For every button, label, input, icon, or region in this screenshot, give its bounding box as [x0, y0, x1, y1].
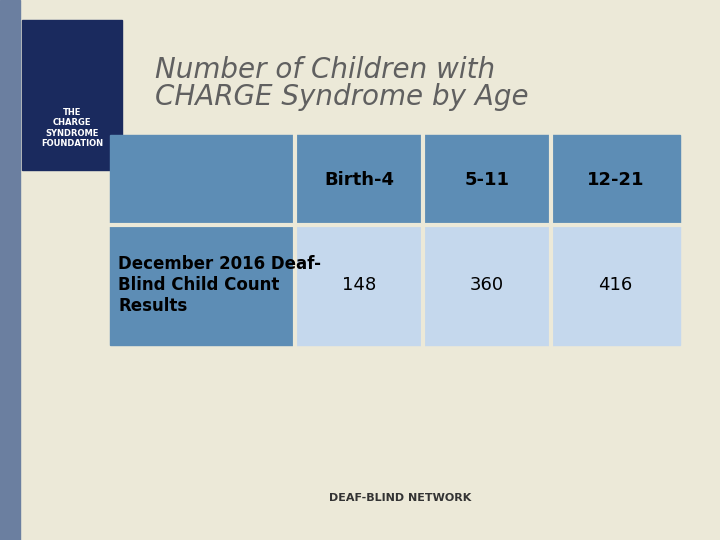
Bar [423, 225, 551, 345]
Text: DEAF-BLIND NETWORK: DEAF-BLIND NETWORK [329, 493, 471, 503]
Text: December 2016 Deaf-
Blind Child Count
Results: December 2016 Deaf- Blind Child Count Re… [118, 255, 321, 315]
Text: CHARGE Syndrome by Age: CHARGE Syndrome by Age [155, 83, 528, 111]
Text: 12-21: 12-21 [587, 171, 644, 189]
Text: THE
CHARGE
SYNDROME
FOUNDATION: THE CHARGE SYNDROME FOUNDATION [41, 108, 103, 148]
Text: Number of Children with: Number of Children with [155, 56, 495, 84]
Text: 148: 148 [342, 276, 376, 294]
Bar [22, 20, 122, 170]
Bar [110, 225, 295, 345]
Bar [423, 135, 551, 225]
Bar [295, 225, 423, 345]
Text: 416: 416 [598, 276, 633, 294]
Bar [0, 0, 20, 540]
Text: 360: 360 [470, 276, 504, 294]
Text: Birth-4: Birth-4 [324, 171, 394, 189]
Bar [551, 135, 680, 225]
Bar [295, 135, 423, 225]
Text: 5-11: 5-11 [464, 171, 510, 189]
Bar [110, 135, 295, 225]
Bar [551, 225, 680, 345]
